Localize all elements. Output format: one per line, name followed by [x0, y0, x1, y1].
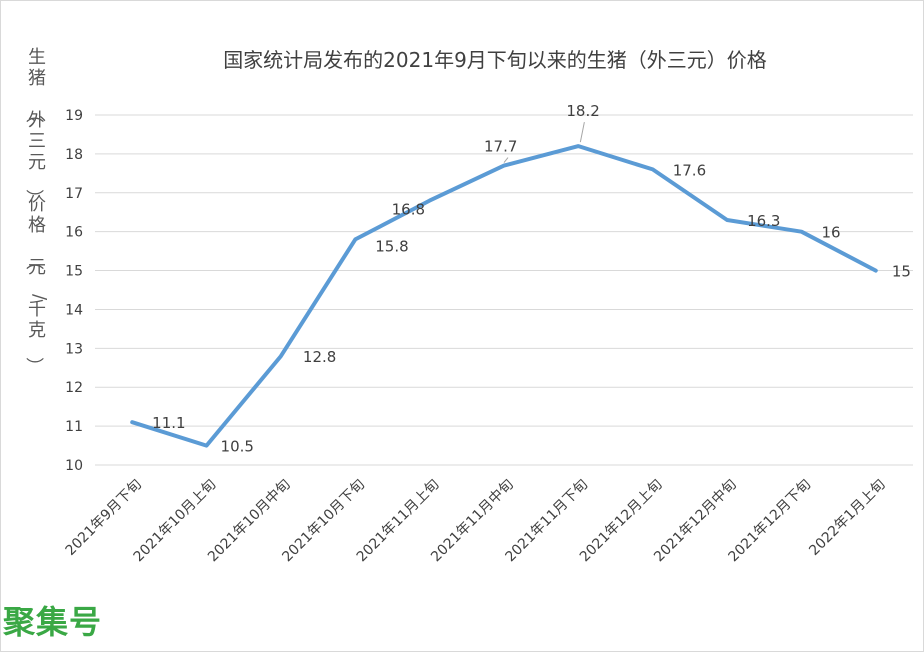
data-label: 17.6: [673, 161, 706, 179]
data-label: 16.8: [392, 201, 425, 219]
series-line: [130, 144, 878, 448]
y-tick-label: 13: [65, 341, 83, 357]
y-tick-label: 12: [65, 380, 83, 396]
x-tick-label: 2022年1月上旬: [806, 477, 888, 559]
data-label: 15.8: [375, 237, 408, 255]
data-label: 11.1: [152, 414, 185, 432]
data-label: 12.8: [303, 348, 336, 366]
data-label: 18.2: [566, 102, 599, 120]
data-label: 16.3: [747, 212, 780, 230]
y-tick-label: 17: [65, 186, 83, 202]
data-labels: 11.1 10.5 12.8 15.8 16.8 17.7 18.2 17.6 16.3 16 15: [152, 102, 911, 455]
series-line-group: [130, 144, 878, 448]
y-tick-label: 11: [65, 419, 83, 435]
y-tick-label: 18: [65, 147, 83, 163]
x-axis-ticks: 2021年9月下旬2021年10月上旬2021年10月中旬2021年10月下旬2…: [63, 477, 889, 566]
gridlines: [95, 114, 913, 466]
x-tick-label: 2021年12月下旬: [726, 477, 815, 566]
watermark-logo: 聚集号: [3, 603, 103, 641]
data-label: 10.5: [221, 438, 254, 456]
y-tick-label: 19: [65, 108, 83, 124]
y-tick-label: 14: [65, 302, 83, 318]
data-label: 16: [821, 224, 840, 242]
data-label-leader: [579, 122, 585, 143]
y-axis-ticks: 10 11 12 13 14 15 16 17 18 19: [65, 108, 83, 474]
y-tick-label: 10: [65, 458, 83, 474]
y-tick-label: 15: [65, 264, 83, 280]
data-label-leader: [503, 157, 509, 163]
y-tick-label: 16: [65, 225, 83, 241]
data-label: 17.7: [484, 138, 517, 156]
x-tick-label: 2021年9月下旬: [63, 477, 145, 559]
y-axis-label: 生猪（外三元）价格（元/千克）: [23, 47, 50, 375]
chart-title: 国家统计局发布的2021年9月下旬以来的生猪（外三元）价格: [223, 48, 767, 72]
data-label: 15: [892, 263, 911, 281]
